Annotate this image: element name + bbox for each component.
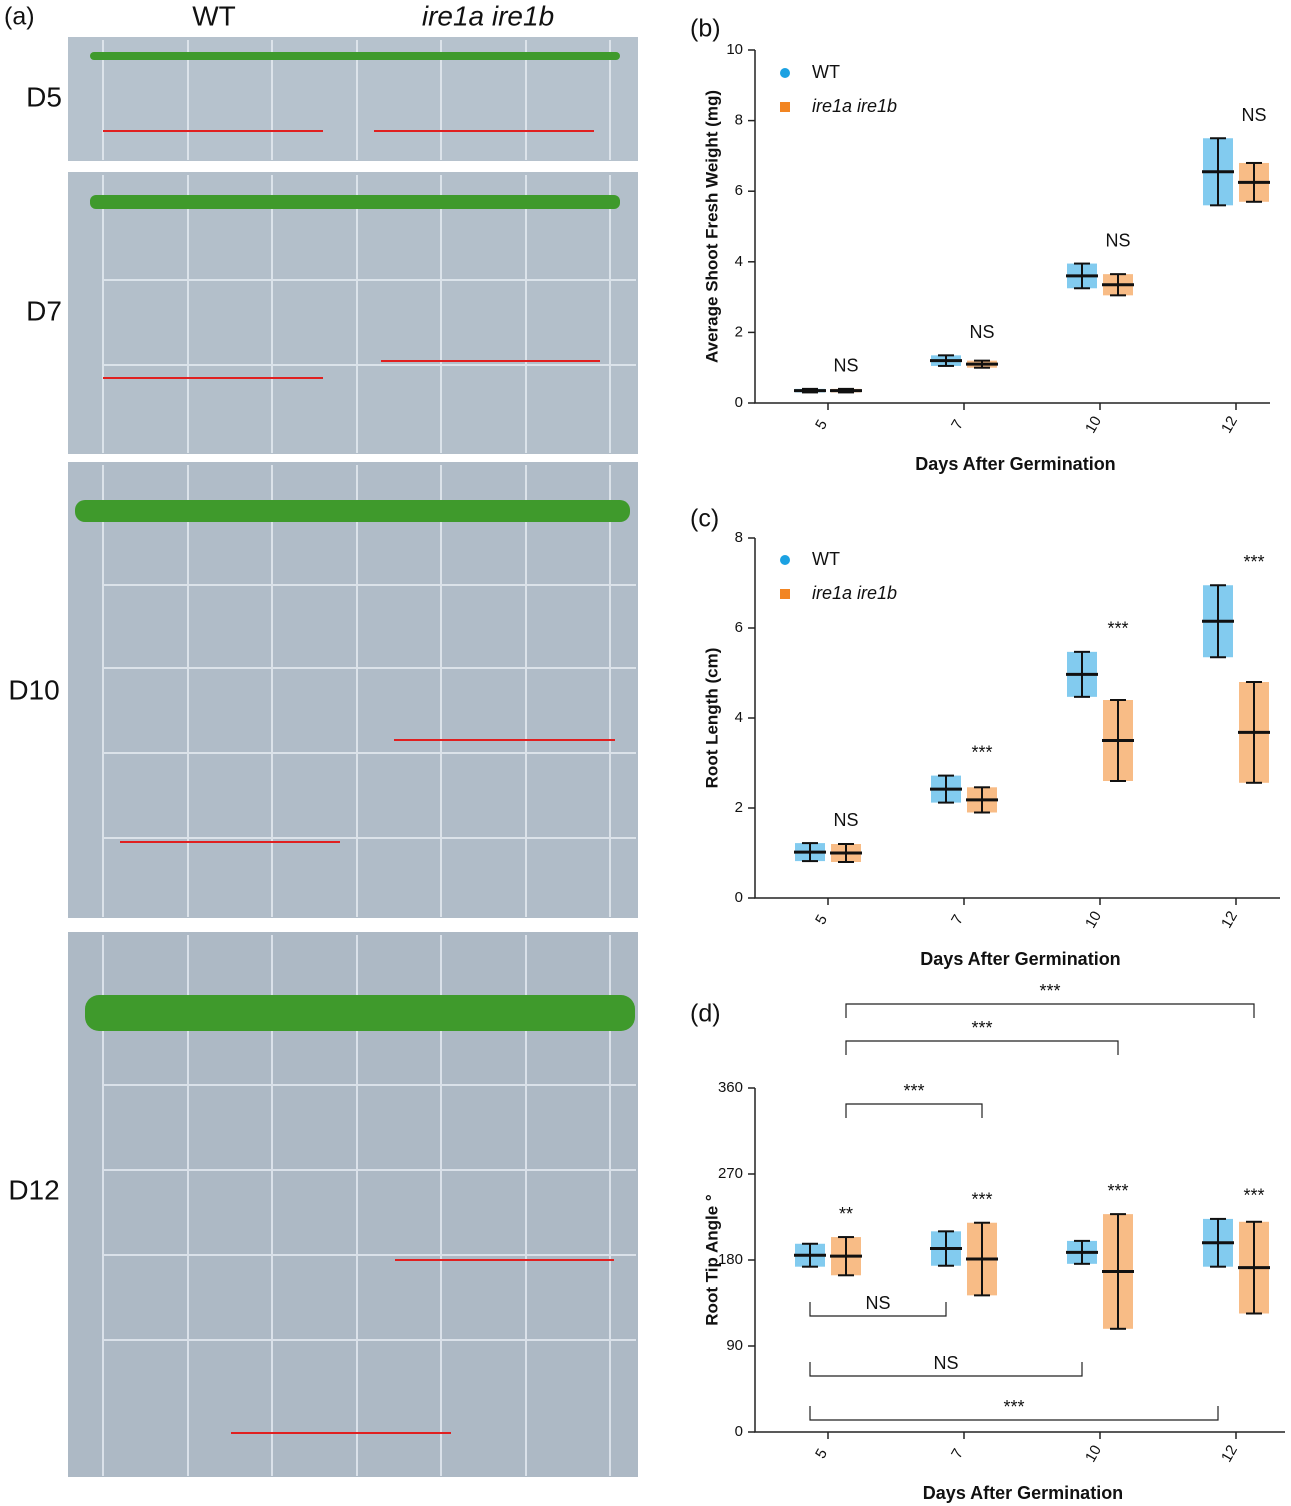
legend-marker	[780, 102, 790, 112]
legend-label: ire1a ire1b	[812, 583, 897, 603]
significance: NS	[1105, 230, 1130, 250]
bracket-label: NS	[865, 1293, 890, 1313]
bracket-label: ***	[1003, 1397, 1024, 1417]
y-axis-label: Root Tip Angle °	[702, 1194, 721, 1326]
y-tick-label: 270	[718, 1165, 743, 1182]
y-tick-label: 10	[726, 41, 743, 58]
significance: ***	[1107, 1181, 1128, 1201]
significance: NS	[833, 356, 858, 376]
bracket	[809, 1302, 947, 1317]
significance: **	[839, 1204, 853, 1224]
column-label: WT	[192, 0, 236, 31]
x-tick-label: 5	[812, 417, 831, 433]
y-tick-label: 6	[735, 619, 743, 636]
y-tick-label: 0	[735, 889, 743, 906]
x-tick-label: 10	[1082, 413, 1105, 436]
x-tick-label: 12	[1218, 413, 1241, 436]
x-axis-label: Days After Germination	[915, 454, 1115, 474]
x-tick-label: 5	[812, 1446, 831, 1462]
bracket-label: NS	[933, 1353, 958, 1373]
bracket	[809, 1362, 1083, 1377]
bracket-label: ***	[971, 1018, 992, 1038]
y-tick-label: 90	[726, 1337, 743, 1354]
significance: ***	[1243, 552, 1264, 572]
row-label: D7	[26, 295, 62, 326]
x-tick-label: 5	[812, 912, 831, 928]
bracket	[845, 1103, 983, 1118]
significance: ***	[1243, 1186, 1264, 1206]
legend-marker	[780, 68, 790, 78]
y-tick-label: 6	[735, 182, 743, 199]
panel-label: (a)	[4, 3, 35, 31]
bracket-label: ***	[1039, 981, 1060, 1001]
x-tick-label: 7	[948, 417, 967, 433]
significance: NS	[1241, 105, 1266, 125]
x-tick-label: 7	[948, 1446, 967, 1462]
y-axis-label: Average Shoot Fresh Weight (mg)	[702, 90, 721, 363]
significance: ***	[971, 742, 992, 762]
bracket	[845, 1040, 1119, 1055]
y-tick-label: 180	[718, 1251, 743, 1268]
y-tick-label: 360	[718, 1079, 743, 1096]
legend-label: WT	[812, 549, 840, 569]
photo-panel: (a) WT ire1a ire1b D5 D7 D10 D12	[4, 0, 638, 1477]
panel-label: (d)	[690, 1000, 721, 1028]
bracket	[845, 1003, 1255, 1018]
legend-marker	[780, 589, 790, 599]
bracket	[809, 1406, 1219, 1421]
x-tick-label: 10	[1082, 1442, 1105, 1465]
y-tick-label: 2	[735, 323, 743, 340]
plate-photo	[68, 172, 638, 454]
row-label: D5	[26, 81, 62, 112]
y-tick-label: 8	[735, 529, 743, 546]
legend-label: WT	[812, 62, 840, 82]
significance: ***	[971, 1189, 992, 1209]
bracket-label: ***	[903, 1081, 924, 1101]
row-label: D10	[8, 674, 59, 705]
plate-photo	[68, 462, 638, 918]
y-tick-label: 8	[735, 112, 743, 129]
x-tick-label: 12	[1218, 1442, 1241, 1465]
panel-label: (c)	[690, 505, 719, 533]
x-tick-label: 12	[1218, 908, 1241, 931]
legend-marker	[780, 555, 790, 565]
significance: NS	[833, 810, 858, 830]
y-tick-label: 0	[735, 1423, 743, 1440]
y-tick-label: 2	[735, 799, 743, 816]
y-axis-label: Root Length (cm)	[702, 648, 721, 789]
y-tick-label: 4	[735, 709, 743, 726]
x-tick-label: 10	[1082, 908, 1105, 931]
significance: ***	[1107, 619, 1128, 639]
column-label: ire1a ire1b	[422, 0, 554, 31]
row-label: D12	[8, 1174, 59, 1205]
x-axis-label: Days After Germination	[923, 1483, 1123, 1503]
y-tick-label: 0	[735, 394, 743, 411]
significance: NS	[969, 322, 994, 342]
panel-label: (b)	[690, 15, 721, 43]
x-axis-label: Days After Germination	[920, 949, 1120, 969]
legend-label: ire1a ire1b	[812, 96, 897, 116]
y-tick-label: 4	[735, 253, 743, 270]
x-tick-label: 7	[948, 912, 967, 928]
